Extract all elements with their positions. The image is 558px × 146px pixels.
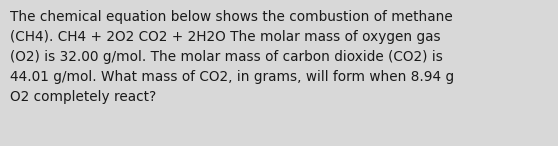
Text: The chemical equation below shows the combustion of methane
(CH4). CH4 + 2O2 CO2: The chemical equation below shows the co… (10, 10, 454, 104)
